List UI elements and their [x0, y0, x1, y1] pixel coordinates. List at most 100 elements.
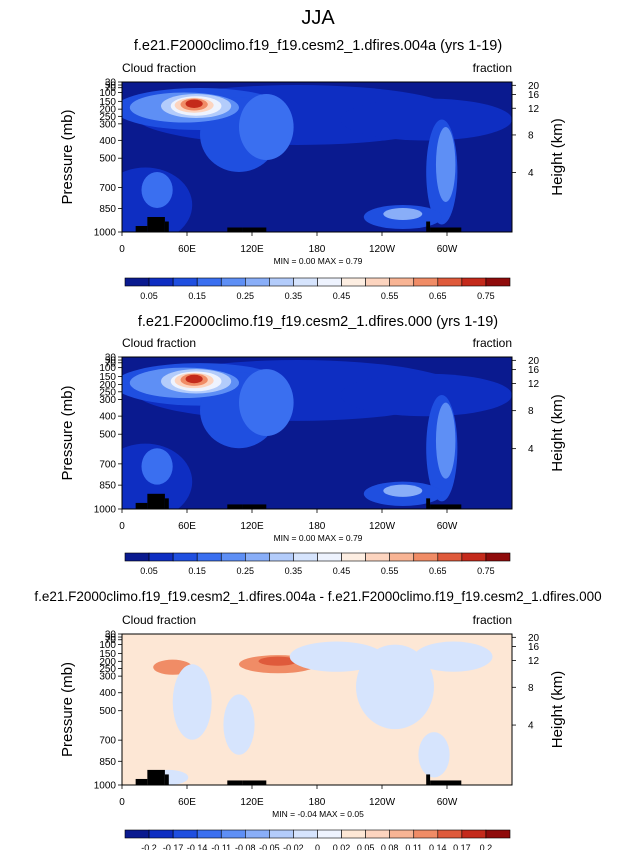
colorbar-label: -0.2 [141, 843, 157, 850]
chart-panel-2: f.e21.F2000climo.f19_f19.cesm2_1.dfires.… [59, 314, 566, 576]
colorbar-box [341, 277, 366, 287]
y-right-tick-label: 16 [528, 90, 540, 101]
contour-region [414, 641, 493, 672]
x-tick-label: 120W [369, 244, 396, 255]
colorbar-box [220, 829, 246, 839]
x-tick-label: 60E [178, 797, 196, 808]
y-tick-label: 150 [99, 372, 116, 383]
colorbar-label: -0.14 [187, 843, 208, 850]
colorbar-box [437, 829, 463, 839]
terrain-block [430, 227, 462, 232]
colorbar-label: -0.11 [211, 843, 231, 850]
y-tick-label: 150 [99, 649, 116, 660]
y-tick-label: 850 [99, 481, 116, 492]
y-tick-label: 700 [99, 459, 116, 470]
y-tick-label: 1000 [94, 228, 117, 239]
terrain-block [242, 504, 267, 509]
colorbar-box [269, 552, 294, 562]
colorbar-label: -0.08 [235, 843, 256, 850]
y-tick-label: 100 [99, 363, 116, 374]
colorbar-box [413, 552, 439, 562]
colorbar-box [413, 277, 439, 287]
colorbar-box [437, 277, 463, 287]
y-tick-label: 100 [99, 88, 116, 99]
colorbar-label: 0.11 [405, 843, 422, 850]
x-tick-label: 120W [369, 521, 396, 532]
colorbar-box [196, 552, 222, 562]
panel-left-label: Cloud fraction [122, 61, 196, 75]
y-tick-label: 150 [99, 97, 116, 108]
colorbar-label: 0.55 [381, 566, 399, 576]
y-tick-label: 700 [99, 736, 116, 747]
x-tick-label: 0 [119, 244, 125, 255]
colorbar-label: 0.45 [333, 566, 351, 576]
colorbar-label: 0.35 [285, 566, 303, 576]
colorbar-box [124, 552, 150, 562]
colorbar-box [461, 829, 487, 839]
terrain-block [147, 769, 165, 785]
x-tick-label: 120W [369, 797, 396, 808]
terrain-block [147, 493, 165, 509]
panel-title: f.e21.F2000climo.f19_f19.cesm2_1.dfires.… [134, 38, 502, 54]
y-tick-label: 400 [99, 412, 116, 423]
colorbar-box [389, 552, 415, 562]
y-tick-label: 250 [99, 387, 116, 398]
panel-right-label: fraction [473, 61, 512, 75]
colorbar-label: 0 [315, 843, 320, 850]
y-tick-label: 200 [99, 105, 116, 116]
x-tick-label: 180 [309, 521, 326, 532]
colorbar-label: -0.05 [259, 843, 280, 850]
contour-region [185, 374, 203, 384]
colorbar-label: 0.05 [140, 566, 158, 576]
colorbar-box [341, 829, 366, 839]
colorbar-box [293, 552, 318, 562]
y-tick-label: 500 [99, 430, 116, 441]
x-tick-label: 120E [240, 797, 264, 808]
colorbar-label: 0.15 [188, 566, 206, 576]
colorbar-box [365, 829, 390, 839]
y-right-tick-label: 12 [528, 104, 540, 115]
x-tick-label: 180 [309, 244, 326, 255]
y-tick-label: 200 [99, 657, 116, 668]
contour-region [418, 732, 450, 778]
y-tick-label: 70 [105, 83, 117, 94]
panel-left-label: Cloud fraction [122, 336, 196, 350]
colorbar-label: 0.2 [480, 843, 493, 850]
panel-right-label: fraction [473, 336, 512, 350]
y-axis-right-label: Height (km) [549, 394, 566, 472]
colorbar-label: 0.08 [381, 843, 399, 850]
colorbar-box [293, 829, 318, 839]
colorbar-box [413, 829, 439, 839]
colorbar-box [485, 277, 511, 287]
colorbar-label: 0.15 [188, 291, 206, 301]
colorbar-box [365, 277, 390, 287]
contour-region [185, 99, 203, 108]
x-tick-label: 0 [119, 797, 125, 808]
colorbar-box [124, 277, 150, 287]
y-right-tick-label: 4 [528, 721, 534, 732]
colorbar-box [365, 552, 390, 562]
terrain-block [430, 780, 462, 785]
contour-region [258, 656, 298, 666]
x-tick-label: 60W [437, 244, 458, 255]
stats-text: MIN = -0.04 MAX = 0.05 [272, 809, 364, 819]
y-right-tick-label: 20 [528, 356, 540, 367]
stats-text: MIN = 0.00 MAX = 0.79 [274, 533, 363, 543]
y-tick-label: 400 [99, 688, 116, 699]
colorbar-label: 0.75 [477, 291, 495, 301]
y-tick-label: 50 [105, 633, 117, 644]
chart-panel-3: f.e21.F2000climo.f19_f19.cesm2_1.dfires.… [34, 589, 601, 850]
colorbar-label: 0.05 [357, 843, 375, 850]
colorbar-box [269, 277, 294, 287]
x-tick-label: 60E [178, 244, 196, 255]
y-right-tick-label: 20 [528, 81, 540, 92]
colorbar-box [172, 829, 198, 839]
colorbar-box [437, 552, 463, 562]
y-tick-label: 70 [105, 358, 117, 369]
contour-region [172, 664, 212, 740]
contour-region [340, 373, 512, 417]
y-tick-label: 850 [99, 757, 116, 768]
contour-region [141, 448, 173, 485]
y-tick-label: 300 [99, 395, 116, 406]
